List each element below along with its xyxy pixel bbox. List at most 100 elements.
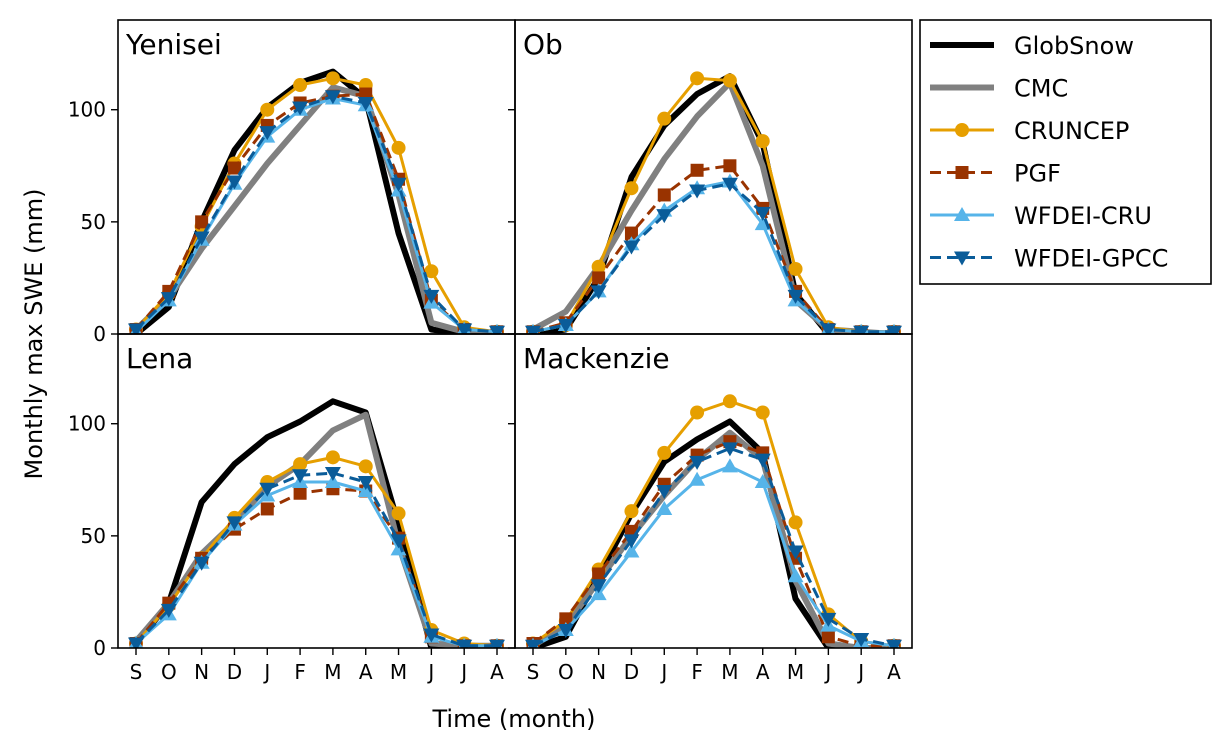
data-point bbox=[559, 612, 573, 626]
x-tick-label: A bbox=[359, 660, 373, 684]
plot-area bbox=[525, 71, 902, 334]
data-point bbox=[853, 633, 870, 648]
panel-frame bbox=[514, 333, 913, 649]
x-tick-label: F bbox=[294, 660, 306, 684]
x-tick-label: S bbox=[527, 660, 540, 684]
series-line bbox=[133, 84, 498, 334]
x-tick-label: J bbox=[823, 660, 831, 684]
data-point bbox=[193, 556, 210, 571]
x-tick-label: O bbox=[558, 660, 574, 684]
data-point bbox=[390, 534, 407, 549]
data-point bbox=[656, 209, 673, 224]
series-line bbox=[134, 68, 497, 334]
data-point bbox=[787, 568, 804, 583]
y-tick-label: 50 bbox=[81, 210, 106, 234]
series-line bbox=[531, 429, 894, 648]
series-line bbox=[134, 94, 498, 334]
x-tick-label: J bbox=[659, 660, 667, 684]
data-point bbox=[423, 289, 440, 304]
x-tick-label: N bbox=[194, 660, 209, 684]
series-wfdei-cru bbox=[527, 173, 900, 334]
data-point bbox=[886, 639, 902, 648]
data-point bbox=[656, 485, 673, 499]
legend-entry-wfdei-gpcc: WFDEI-GPCC bbox=[930, 245, 1168, 273]
panel-title: Lena bbox=[126, 342, 193, 375]
series-cmc bbox=[531, 429, 894, 648]
x-tick-label: S bbox=[130, 660, 143, 684]
legend-label: PGF bbox=[1014, 160, 1061, 188]
x-tick-label: D bbox=[227, 660, 242, 684]
data-point bbox=[128, 637, 144, 648]
x-tick-label: A bbox=[490, 660, 504, 684]
series-line bbox=[532, 418, 894, 648]
data-point bbox=[557, 624, 574, 639]
x-axis-label: Time (month) bbox=[432, 705, 596, 733]
data-point bbox=[721, 458, 738, 473]
series-pgf bbox=[526, 435, 901, 648]
legend-entry-wfdei-cru: WFDEI-CRU bbox=[930, 202, 1152, 230]
data-point bbox=[820, 612, 837, 627]
series-line bbox=[532, 399, 895, 648]
data-point bbox=[557, 319, 574, 334]
x-tick-label: M bbox=[324, 660, 341, 684]
panel-title: Mackenzie bbox=[523, 342, 670, 375]
legend: GlobSnow CMC CRUNCEP PGF WFDEI-CRU WFDEI-GPCC bbox=[919, 19, 1212, 285]
data-point bbox=[689, 455, 706, 470]
legend-marker bbox=[955, 166, 969, 179]
y-tick-label: 100 bbox=[68, 412, 106, 436]
y-tick-label: 0 bbox=[93, 322, 106, 346]
data-point bbox=[821, 630, 835, 644]
data-point bbox=[820, 323, 837, 334]
data-point bbox=[721, 177, 738, 192]
data-point bbox=[788, 515, 803, 530]
data-point bbox=[195, 215, 209, 229]
data-point bbox=[755, 134, 770, 149]
data-point bbox=[423, 628, 440, 643]
series-line bbox=[134, 471, 497, 648]
data-point bbox=[787, 545, 804, 560]
legend-entry-cmc: CMC bbox=[930, 75, 1068, 103]
x-tick-label: M bbox=[721, 660, 738, 684]
legend-label: WFDEI-GPCC bbox=[1014, 245, 1168, 273]
data-point bbox=[456, 323, 473, 334]
data-point bbox=[722, 73, 737, 88]
data-point bbox=[259, 126, 276, 141]
series-cruncep bbox=[129, 71, 504, 334]
data-point bbox=[722, 394, 737, 409]
data-point bbox=[292, 101, 309, 116]
x-tick-label: M bbox=[390, 660, 407, 684]
x-tick-label: D bbox=[624, 660, 639, 684]
series-wfdei-gpcc bbox=[525, 177, 902, 334]
data-point bbox=[324, 467, 341, 482]
data-point bbox=[193, 231, 210, 246]
legend-frame bbox=[919, 19, 1212, 285]
legend-marker bbox=[954, 251, 970, 266]
data-point bbox=[456, 639, 473, 648]
panel-yenisei: Yenisei 0 50 100 bbox=[68, 19, 516, 346]
data-point bbox=[754, 474, 771, 489]
data-point bbox=[227, 161, 241, 175]
legend-entry-cruncep: CRUNCEP bbox=[930, 117, 1129, 145]
data-point bbox=[690, 163, 704, 177]
data-point bbox=[325, 450, 340, 465]
legend-entries: GlobSnow CMC CRUNCEP PGF WFDEI-CRU WFDEI-GPCC bbox=[930, 32, 1168, 273]
data-point bbox=[325, 71, 340, 86]
series-line bbox=[134, 455, 498, 648]
legend-label: GlobSnow bbox=[1014, 32, 1134, 60]
data-point bbox=[489, 325, 505, 334]
data-point bbox=[787, 289, 804, 304]
legend-label: CMC bbox=[1014, 75, 1068, 103]
data-point bbox=[754, 453, 771, 468]
data-point bbox=[590, 579, 607, 594]
series-line bbox=[532, 182, 894, 334]
data-point bbox=[424, 264, 439, 279]
data-point bbox=[623, 543, 640, 558]
y-tick-label: 100 bbox=[68, 98, 106, 122]
data-point bbox=[657, 188, 671, 202]
data-point bbox=[886, 325, 902, 334]
y-tick-label: 50 bbox=[81, 524, 106, 548]
series-line bbox=[532, 464, 895, 648]
x-tick-label: M bbox=[787, 660, 804, 684]
panel-frame bbox=[514, 19, 913, 335]
